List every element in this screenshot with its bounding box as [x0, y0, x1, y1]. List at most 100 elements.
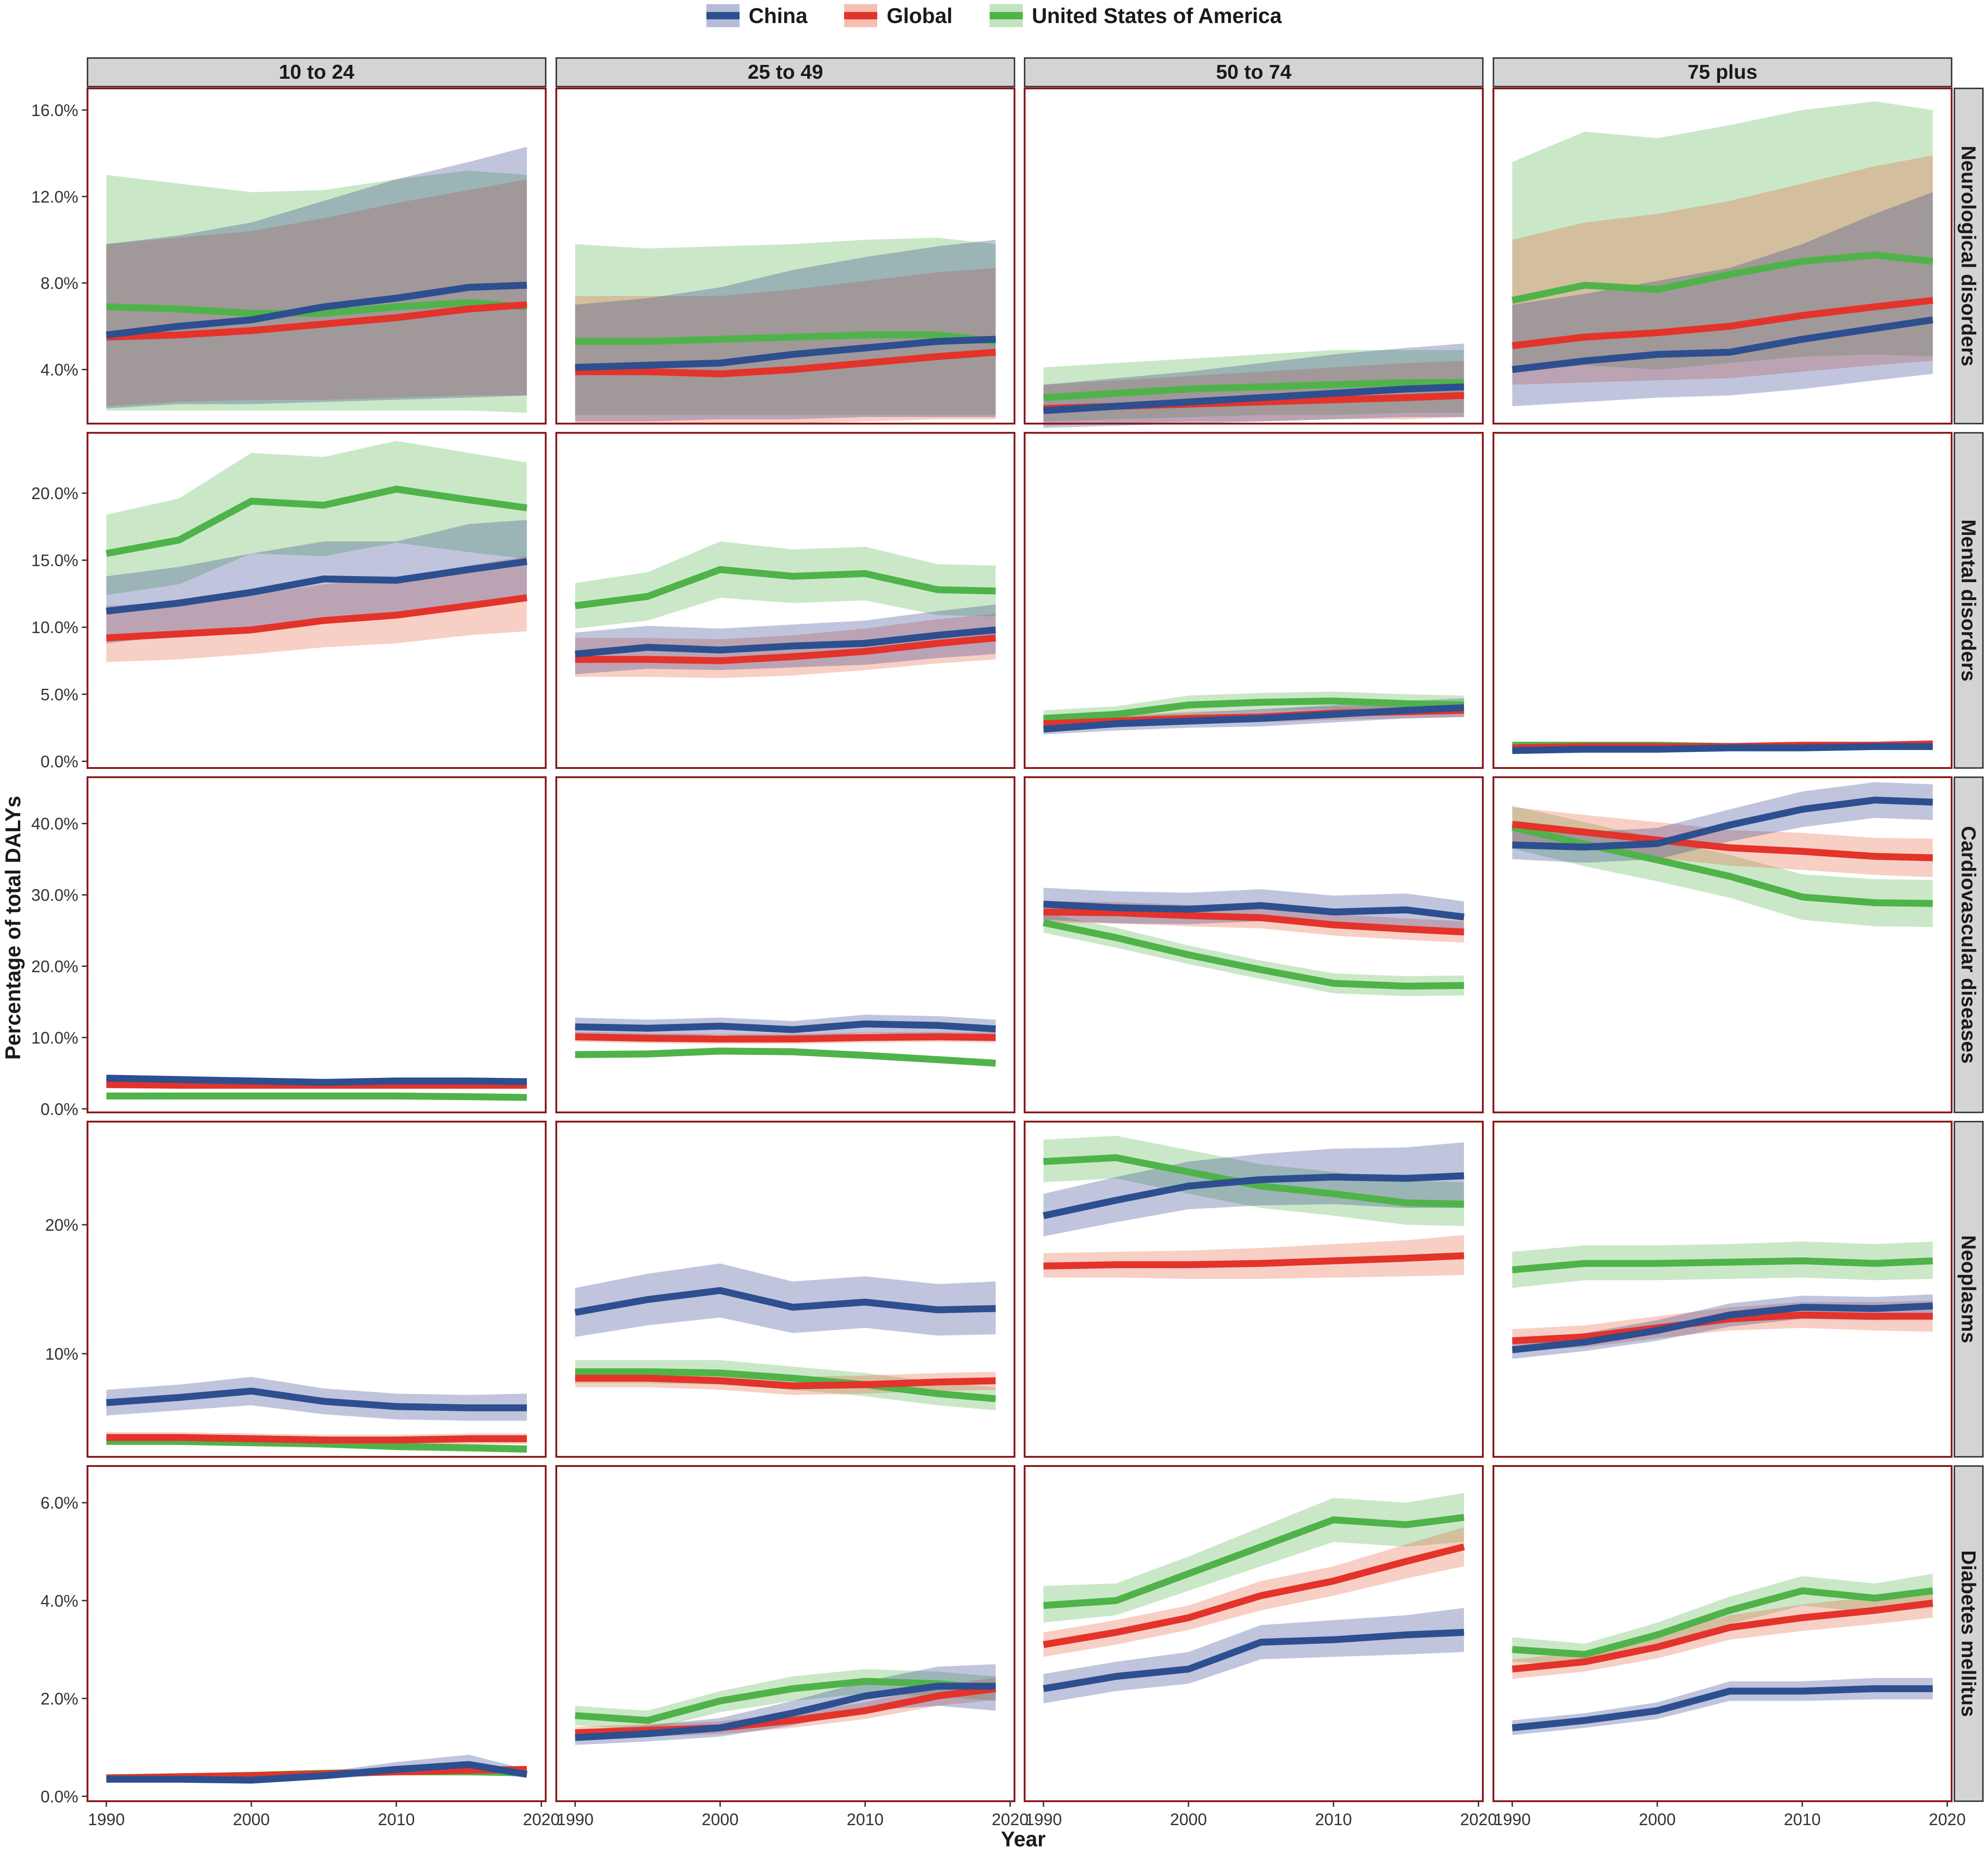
series-line-global: [575, 1033, 996, 1042]
series-line-global: [106, 594, 528, 641]
y-tick-label: 4.0%: [41, 361, 78, 379]
x-tick-label: 2000: [233, 1810, 270, 1829]
uncertainty-band-global: [1512, 155, 1933, 385]
panel-mental-disorders-25-to-49: [555, 432, 1015, 769]
panel-neoplasms-10-to-24: [87, 1121, 547, 1458]
column-strip: [87, 57, 547, 87]
panel-background: [1493, 433, 1952, 768]
x-tick-label: 2020: [1460, 1810, 1497, 1829]
panel-cardiovascular-diseases-25-to-49: [555, 776, 1015, 1113]
uncertainty-band-united-states-of-america: [1512, 101, 1933, 372]
uncertainty-band-china: [1043, 1142, 1464, 1237]
series-line-china: [575, 626, 996, 657]
panel-border: [1492, 432, 1953, 769]
panel-border: [87, 1121, 547, 1458]
series-line-china: [106, 1761, 528, 1784]
x-tick-label: 2000: [1639, 1810, 1676, 1829]
panel-diabetes-mellitus-50-to-74: [1024, 1465, 1484, 1802]
series-line-china: [1512, 1685, 1933, 1732]
series-line-china: [1512, 797, 1933, 851]
uncertainty-band-global: [575, 268, 996, 424]
y-tick-label: 15.0%: [31, 551, 78, 570]
x-tick-label: 2000: [1170, 1810, 1207, 1829]
series-line-united-states-of-america: [1043, 1514, 1465, 1609]
series-line-global: [1512, 820, 1933, 861]
series-line-united-states-of-america: [575, 1047, 996, 1067]
row-strip: [1953, 776, 1984, 1113]
panel-mental-disorders-50-to-74: [1024, 432, 1484, 769]
panel-background: [87, 1466, 546, 1801]
y-tick-label: 10%: [45, 1344, 78, 1363]
panel-neoplasms-25-to-49: [555, 1121, 1015, 1458]
uncertainty-band-united-states-of-america: [106, 441, 527, 595]
panel-border: [1492, 87, 1953, 425]
x-tick-label: 2010: [847, 1810, 884, 1829]
row-strip: [1953, 432, 1984, 769]
series-line-china: [1043, 383, 1464, 414]
panel-border: [555, 776, 1015, 1113]
series-line-global: [106, 1434, 527, 1444]
row-strip-label: Mental disorders: [1957, 519, 1980, 681]
series-line-china: [575, 1020, 996, 1033]
series-line-united-states-of-america: [1512, 1257, 1933, 1274]
panel-diabetes-mellitus-10-to-24: [87, 1465, 547, 1802]
series-line-united-states-of-america: [1512, 1587, 1934, 1658]
panel-neoplasms-75-plus: [1492, 1121, 1953, 1458]
uncertainty-band-china: [1043, 1608, 1464, 1704]
series-line-united-states-of-america: [106, 1437, 527, 1453]
x-tick-label: 1990: [557, 1810, 594, 1829]
uncertainty-band-china: [106, 146, 527, 409]
panel-background: [1493, 1122, 1952, 1457]
panel-background: [87, 88, 546, 424]
series-line-china: [1043, 704, 1464, 733]
x-tick-label: 1990: [1494, 1810, 1531, 1829]
series-line-united-states-of-america: [106, 299, 527, 317]
x-tick-label: 1990: [1025, 1810, 1062, 1829]
column-strip-label: 10 to 24: [279, 61, 355, 83]
legend-label: China: [748, 4, 808, 28]
series-line-united-states-of-america: [1511, 251, 1933, 304]
panel-neurological-disorders-10-to-24: [87, 87, 547, 425]
panel-border: [555, 1465, 1015, 1802]
y-tick-label: 10.0%: [31, 618, 78, 637]
y-tick-label: 16.0%: [31, 101, 78, 120]
panel-border: [1492, 1465, 1953, 1802]
panel-background: [556, 1466, 1014, 1801]
panel-background: [87, 777, 546, 1112]
panel-border: [87, 432, 547, 769]
x-tick-label: 2010: [1315, 1810, 1352, 1829]
panel-neurological-disorders-50-to-74: [1024, 87, 1484, 428]
panel-cardiovascular-diseases-75-plus: [1492, 776, 1953, 1113]
panel-background: [556, 1122, 1014, 1457]
y-axis-title: Percentage of total DALYs: [1, 796, 25, 1059]
y-tick-label: 4.0%: [41, 1591, 78, 1610]
series-line-united-states-of-america: [575, 331, 996, 345]
legend-item-usa[interactable]: United States of America: [989, 3, 1282, 28]
series-line-china: [106, 1075, 527, 1086]
series-line-global: [1512, 1600, 1934, 1673]
series-line-china: [106, 281, 527, 338]
y-tick-label: 30.0%: [31, 886, 78, 905]
panel-border: [1024, 87, 1484, 425]
x-tick-label: 2010: [1784, 1810, 1821, 1829]
uncertainty-band-china: [1512, 192, 1933, 407]
uncertainty-band-china: [575, 1263, 996, 1337]
x-tick-label: 1990: [88, 1810, 125, 1829]
series-line-china: [1043, 1629, 1464, 1692]
y-tick-label: 8.0%: [41, 274, 78, 293]
uncertainty-band-united-states-of-america: [106, 170, 527, 413]
series-line-global: [1512, 1311, 1933, 1344]
series-line-china: [575, 1682, 996, 1741]
panel-background: [1025, 88, 1483, 424]
legend-item-china[interactable]: China: [706, 3, 808, 28]
y-tick-label: 20.0%: [31, 484, 78, 503]
uncertainty-band-global: [106, 179, 527, 407]
legend-key-china: [706, 4, 740, 27]
column-strip: [555, 57, 1015, 87]
legend-item-global[interactable]: Global: [844, 3, 953, 28]
series-line-united-states-of-america: [105, 485, 528, 557]
legend: China Global United States of America: [0, 2, 1988, 29]
column-strip: [1492, 57, 1953, 87]
uncertainty-band-global: [106, 556, 527, 662]
